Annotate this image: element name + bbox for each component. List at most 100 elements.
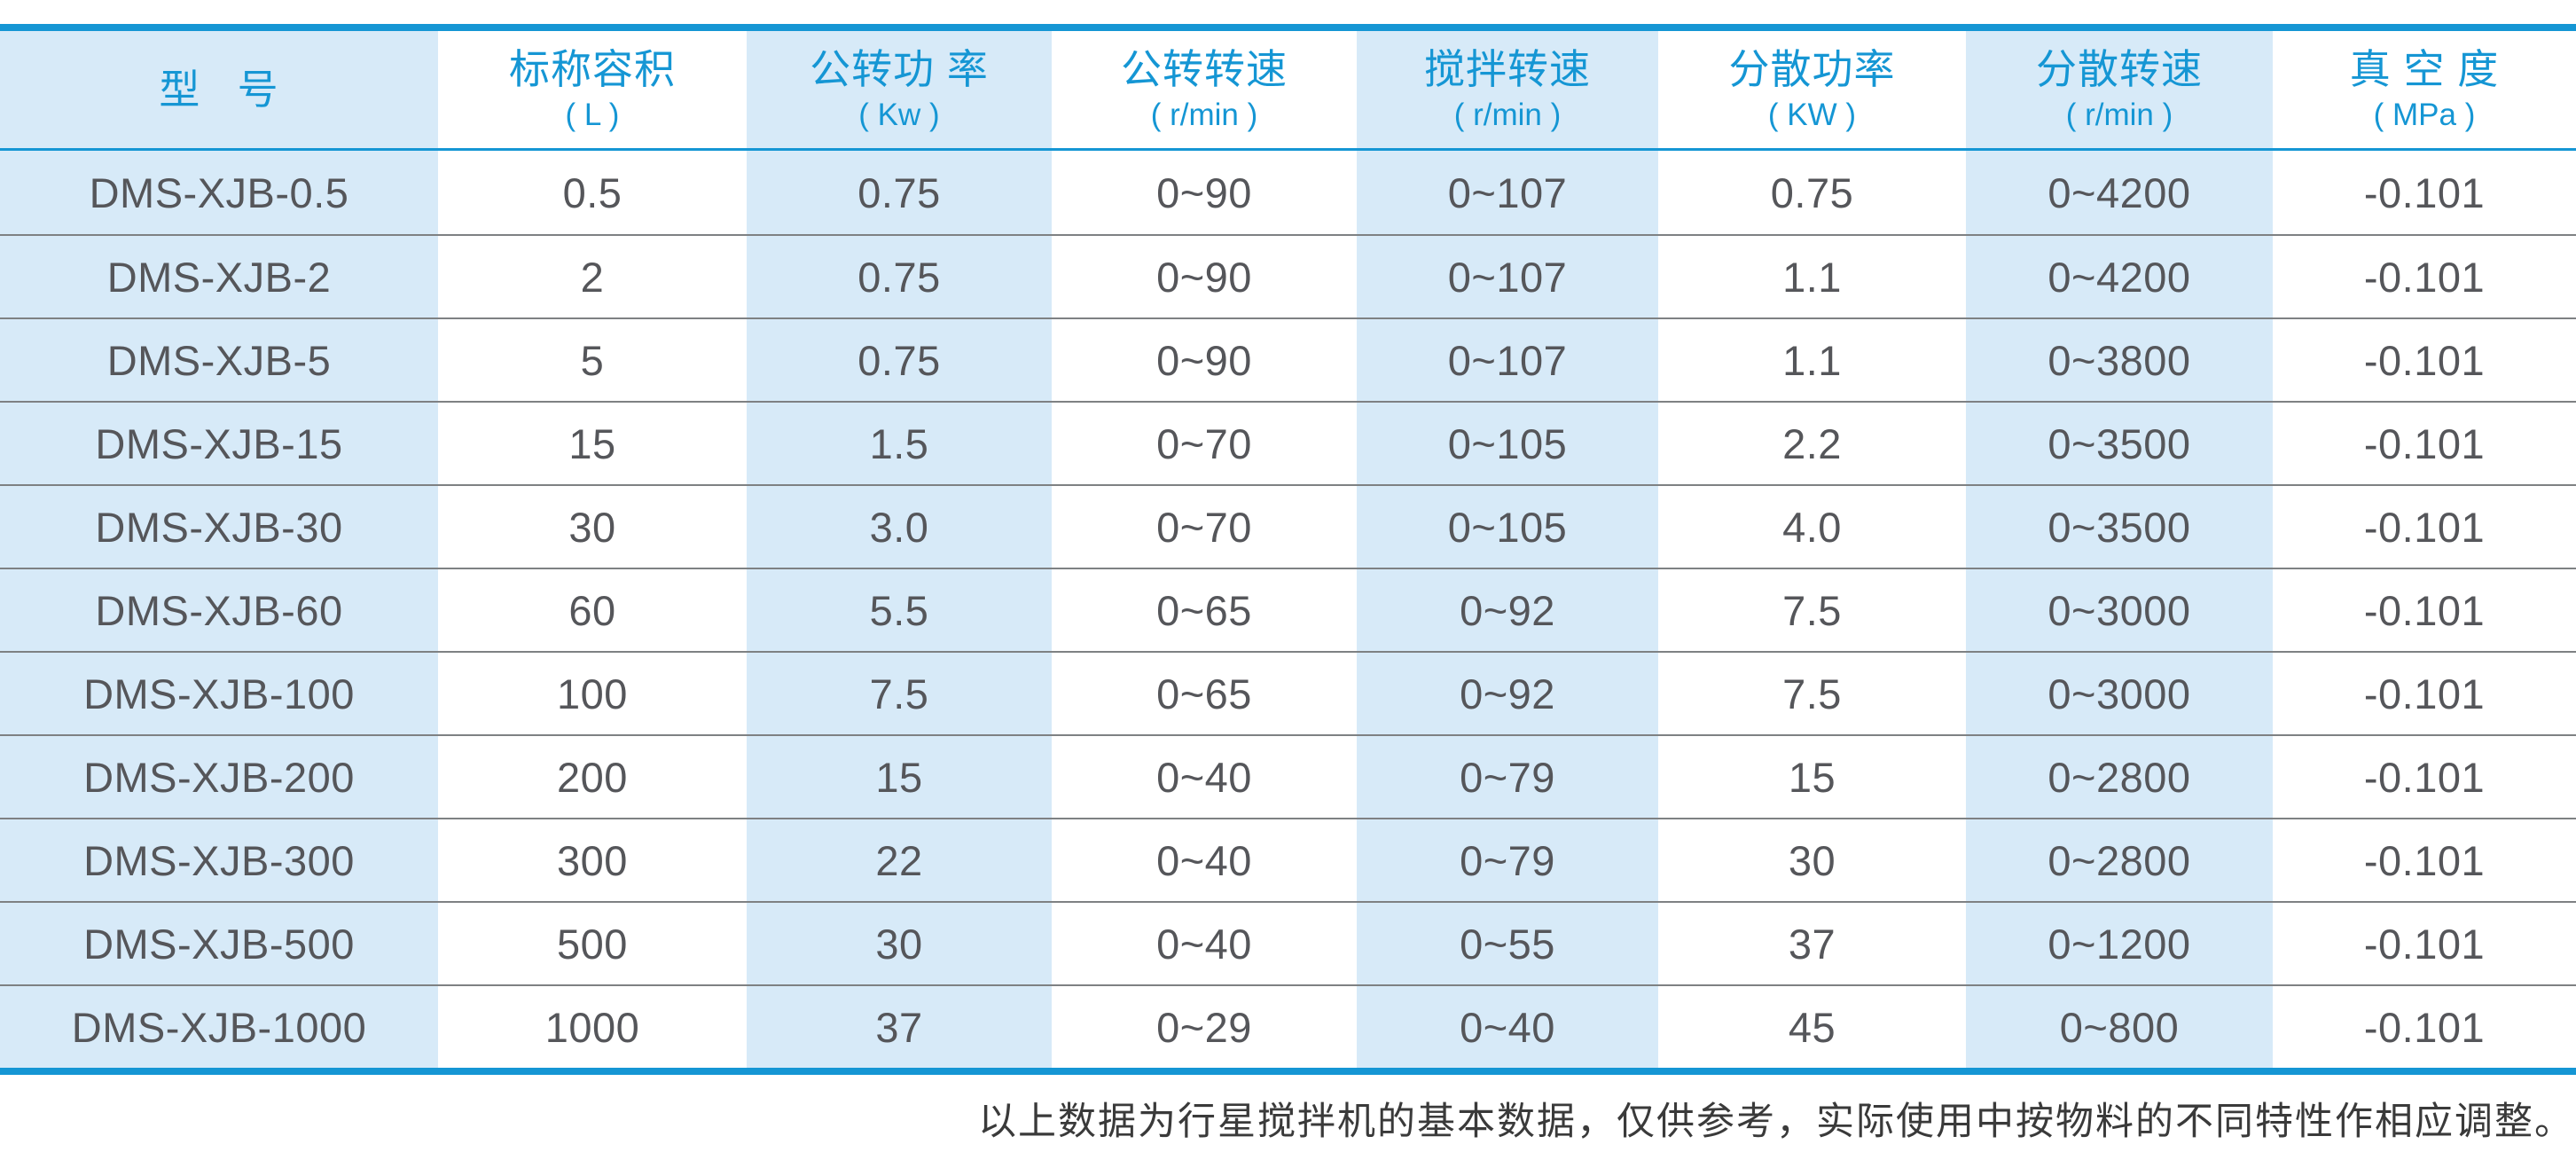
model-cell: DMS-XJB-500: [0, 903, 438, 984]
value-cell: 45: [1788, 1003, 1836, 1051]
value-cell: 22: [747, 819, 1052, 901]
value-cell: 7.5: [1782, 670, 1842, 717]
column-title: 真 空 度: [2349, 46, 2500, 92]
table-row: DMS-XJB-0.5 0.5 0.75 0~90 0~107 0.75 0~4200 -0.…: [0, 151, 2576, 234]
value-cell: 0~70: [1156, 503, 1252, 551]
value-cell: 0~2800: [1966, 736, 2273, 818]
value-cell: 15: [747, 736, 1052, 818]
value-cell: -0.101: [2363, 253, 2486, 301]
value-cell: 30: [747, 903, 1052, 984]
column-unit: ( r/min ): [1453, 98, 1562, 132]
table-row: DMS-XJB-100 100 7.5 0~65 0~92 7.5 0~3000 -0.101: [0, 651, 2576, 734]
column-title: 分散功率: [1728, 46, 1896, 92]
value-cell: 0~105: [1357, 486, 1658, 568]
value-cell: 0~90: [1156, 168, 1252, 216]
value-cell: 0~65: [1156, 670, 1252, 717]
value-cell: 2: [580, 253, 605, 301]
model-cell: DMS-XJB-60: [0, 569, 438, 651]
value-cell: 0.75: [747, 236, 1052, 317]
value-cell: 15: [1788, 753, 1836, 801]
column-unit: ( KW ): [1767, 98, 1857, 132]
table-row: DMS-XJB-500 500 30 0~40 0~55 37 0~1200 -0.101: [0, 901, 2576, 984]
value-cell: 500: [557, 920, 628, 968]
table-row: DMS-XJB-5 5 0.75 0~90 0~107 1.1 0~3800 -0.101: [0, 317, 2576, 401]
value-cell: 0~3500: [1966, 486, 2273, 568]
column-unit: ( Kw ): [858, 98, 940, 132]
table-row: DMS-XJB-60 60 5.5 0~65 0~92 7.5 0~3000 -0.101: [0, 568, 2576, 651]
value-cell: 15: [568, 419, 616, 467]
model-cell: DMS-XJB-200: [0, 736, 438, 818]
value-cell: 300: [557, 836, 628, 884]
value-cell: 0~65: [1156, 586, 1252, 634]
column-title: 标称容积: [509, 46, 676, 92]
value-cell: 7.5: [1782, 586, 1842, 634]
value-cell: -0.101: [2363, 1003, 2486, 1051]
value-cell: -0.101: [2363, 753, 2486, 801]
value-cell: 0~3000: [1966, 653, 2273, 734]
value-cell: 0~40: [1156, 836, 1252, 884]
column-header: 型 号: [0, 31, 438, 148]
value-cell: 0~79: [1357, 736, 1658, 818]
value-cell: 5.5: [747, 569, 1052, 651]
value-cell: 0~40: [1156, 920, 1252, 968]
value-cell: 0.5: [562, 168, 622, 216]
value-cell: 1.5: [747, 403, 1052, 484]
value-cell: 0~105: [1357, 403, 1658, 484]
column-header: 分散功率 ( KW ): [1658, 31, 1966, 148]
value-cell: 1000: [544, 1003, 640, 1051]
table-row: DMS-XJB-15 15 1.5 0~70 0~105 2.2 0~3500 -0.101: [0, 401, 2576, 484]
column-header: 公转功 率 ( Kw ): [747, 31, 1052, 148]
table-body: DMS-XJB-0.5 0.5 0.75 0~90 0~107 0.75 0~4200 -0.…: [0, 151, 2576, 1068]
value-cell: 0~3800: [1966, 319, 2273, 401]
value-cell: 0~40: [1357, 986, 1658, 1068]
value-cell: -0.101: [2363, 419, 2486, 467]
column-unit: ( r/min ): [2065, 98, 2173, 132]
value-cell: 0~4200: [1966, 236, 2273, 317]
value-cell: 0~2800: [1966, 819, 2273, 901]
value-cell: -0.101: [2363, 168, 2486, 216]
value-cell: 0~3000: [1966, 569, 2273, 651]
table-row: DMS-XJB-1000 1000 37 0~29 0~40 45 0~800 -0.101: [0, 984, 2576, 1068]
table-row: DMS-XJB-200 200 15 0~40 0~79 15 0~2800 -0.101: [0, 734, 2576, 818]
value-cell: 7.5: [747, 653, 1052, 734]
table-row: DMS-XJB-300 300 22 0~40 0~79 30 0~2800 -0.101: [0, 818, 2576, 901]
value-cell: 0~107: [1357, 151, 1658, 234]
column-header: 搅拌转速 ( r/min ): [1357, 31, 1658, 148]
value-cell: 0~90: [1156, 336, 1252, 384]
value-cell: 0~4200: [1966, 151, 2273, 234]
value-cell: 1.1: [1782, 336, 1842, 384]
value-cell: 100: [557, 670, 628, 717]
column-title: 型 号: [159, 67, 279, 113]
column-unit: ( MPa ): [2373, 98, 2476, 132]
column-header: 真 空 度 ( MPa ): [2273, 31, 2576, 148]
value-cell: -0.101: [2363, 670, 2486, 717]
table-row: DMS-XJB-30 30 3.0 0~70 0~105 4.0 0~3500 -0.101: [0, 484, 2576, 568]
column-title: 公转转速: [1121, 46, 1288, 92]
column-unit: ( r/min ): [1150, 98, 1258, 132]
model-cell: DMS-XJB-100: [0, 653, 438, 734]
value-cell: 60: [568, 586, 616, 634]
value-cell: 4.0: [1782, 503, 1842, 551]
value-cell: 200: [557, 753, 628, 801]
column-title: 搅拌转速: [1424, 46, 1591, 92]
model-cell: DMS-XJB-15: [0, 403, 438, 484]
value-cell: 0~107: [1357, 236, 1658, 317]
value-cell: -0.101: [2363, 586, 2486, 634]
column-unit: ( L ): [565, 98, 620, 132]
value-cell: 0~90: [1156, 253, 1252, 301]
value-cell: 0~79: [1357, 819, 1658, 901]
column-title: 公转功 率: [810, 46, 989, 92]
value-cell: 0.75: [747, 319, 1052, 401]
value-cell: 0~29: [1156, 1003, 1252, 1051]
value-cell: -0.101: [2363, 920, 2486, 968]
table-header-row: 型 号标称容积( L ) 公转功 率( Kw ) 公转转速( r/min ) 搅拌转速…: [0, 31, 2576, 151]
value-cell: 0.75: [1770, 168, 1854, 216]
value-cell: 0~800: [1966, 986, 2273, 1068]
value-cell: 2.2: [1782, 419, 1842, 467]
column-title: 分散转速: [2036, 46, 2203, 92]
column-header: 公转转速 ( r/min ): [1052, 31, 1357, 148]
value-cell: 0~107: [1357, 319, 1658, 401]
value-cell: 0~1200: [1966, 903, 2273, 984]
model-cell: DMS-XJB-0.5: [0, 151, 438, 234]
value-cell: 37: [747, 986, 1052, 1068]
